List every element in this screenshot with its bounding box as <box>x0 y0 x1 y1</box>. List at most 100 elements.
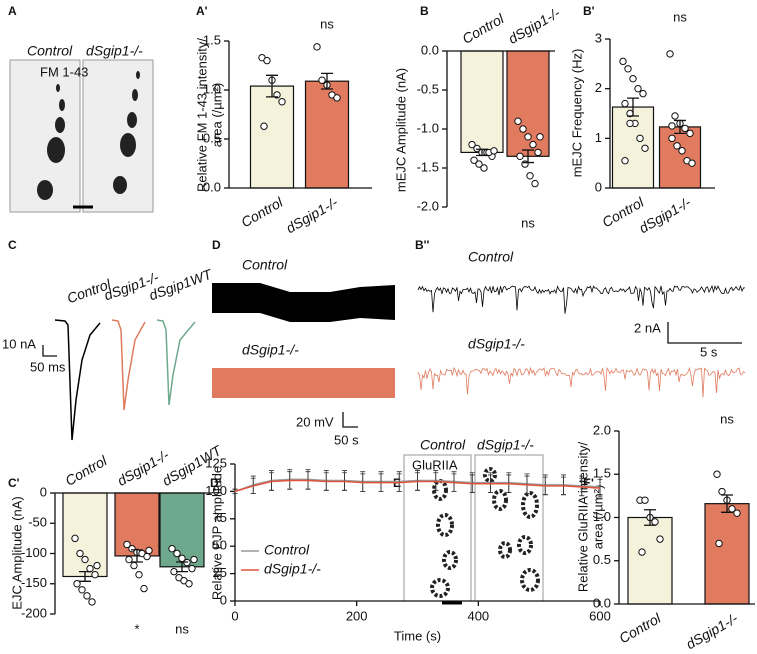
error-bar <box>644 509 656 526</box>
data-point <box>713 470 721 478</box>
annotation: ns <box>320 16 334 31</box>
data-point <box>636 134 644 143</box>
y-tick-label: 125 <box>205 455 227 470</box>
y-tick-label: 0.0 <box>593 595 611 610</box>
scale-label: 50 s <box>334 432 359 447</box>
data-point <box>681 124 689 133</box>
data-point <box>278 98 286 106</box>
y-axis-label: Relative GluRIIA intensity/ <box>575 441 590 592</box>
data-point <box>651 518 659 526</box>
data-point <box>143 552 151 561</box>
y-axis-label: EJC Amplitude (nA) <box>9 496 24 609</box>
data-point <box>263 56 271 65</box>
data-point <box>638 548 646 556</box>
data-point <box>621 156 629 165</box>
bar <box>627 516 673 605</box>
image-label: Control <box>420 437 466 453</box>
data-point <box>524 133 532 141</box>
panel-label: C' <box>8 476 20 490</box>
y-tick-label: 1.5 <box>593 466 611 481</box>
y-tick-label: 1.5 <box>203 32 221 47</box>
data-point <box>536 133 544 141</box>
y-tick-label: 1 <box>595 130 602 145</box>
y-tick-label: -200 <box>21 605 47 620</box>
boutons <box>37 71 140 200</box>
scale-label: 20 mV <box>296 414 334 429</box>
data-point <box>173 549 181 558</box>
trace-label: Control <box>468 249 514 265</box>
panel-label: D' <box>210 476 222 490</box>
y-tick-label: -150 <box>21 575 47 590</box>
x-tick-label: dSgip1-/- <box>683 610 740 652</box>
data-point <box>678 147 686 155</box>
y-tick-label: -50 <box>28 515 47 530</box>
data-point <box>490 147 498 155</box>
data-point <box>190 555 198 564</box>
error-bar <box>627 97 639 117</box>
scale-label: 10 nA <box>2 336 36 351</box>
data-point <box>86 564 94 573</box>
error-bar <box>131 549 143 563</box>
y-tick-label: 0 <box>40 484 47 499</box>
x-tick-label: dSgip1-/- <box>283 194 340 236</box>
bar <box>658 126 702 189</box>
data-point <box>468 140 476 149</box>
y-tick-label: 2.0 <box>593 422 611 437</box>
data-point <box>668 122 676 130</box>
data-point <box>473 144 481 153</box>
x-axis-label: Time (s) <box>394 628 441 643</box>
panel-label: A' <box>196 4 208 18</box>
x-tick-label: dSgip1-/- <box>636 194 693 236</box>
y-tick-label: -0.5 <box>417 81 439 96</box>
data-point <box>634 84 642 93</box>
panel-label: B <box>420 4 429 18</box>
annotation: ns <box>720 411 734 426</box>
data-point <box>91 570 99 579</box>
scale-label: 50 ms <box>30 359 66 374</box>
y-tick-label: -100 <box>21 545 47 560</box>
data-point <box>668 134 676 143</box>
data-point <box>673 142 681 150</box>
data-point <box>621 99 629 108</box>
data-point <box>534 148 542 157</box>
x-tick-label: Control <box>616 610 664 647</box>
bar <box>62 492 108 578</box>
y-tick-label: 100 <box>205 483 227 498</box>
x-tick-label: 400 <box>467 608 489 623</box>
image-label: dSgip1-/- <box>86 43 143 59</box>
data-point <box>83 592 91 600</box>
data-point <box>626 119 634 128</box>
data-point <box>123 540 131 549</box>
data-point <box>733 509 741 517</box>
x-tick-label: Control <box>62 452 110 489</box>
decoration <box>9 59 746 605</box>
data-point <box>188 564 196 573</box>
boutons <box>430 467 540 598</box>
data-point <box>521 160 529 168</box>
data-point <box>718 487 726 496</box>
y-tick-label: 0 <box>220 592 227 607</box>
y-tick-label: 0.5 <box>593 552 611 567</box>
data-point <box>641 496 649 504</box>
y-tick-label: 3 <box>595 30 602 45</box>
error-bar <box>266 74 278 98</box>
error-bar <box>321 72 333 90</box>
data-point <box>125 555 133 564</box>
error-bar <box>79 571 91 582</box>
data-point <box>318 76 326 84</box>
scale-label: 2 nA <box>634 320 661 335</box>
y-tick-label: 0.5 <box>203 130 221 145</box>
y-tick-label: 0.0 <box>421 42 439 57</box>
panel-label: E' <box>583 476 594 490</box>
y-tick-label: -2.0 <box>417 198 439 213</box>
error-bar <box>522 149 534 164</box>
trace-label: dSgip1-/- <box>468 336 525 352</box>
y-axis-label: mEJC Frequency (Hz) <box>569 49 584 178</box>
annotation: ns <box>673 9 687 24</box>
x-tick-label: Control <box>459 10 507 47</box>
bar <box>704 503 750 605</box>
data-point <box>529 140 537 149</box>
data-point <box>185 580 193 588</box>
panel-label: B'' <box>415 238 430 252</box>
data-point <box>73 580 81 588</box>
